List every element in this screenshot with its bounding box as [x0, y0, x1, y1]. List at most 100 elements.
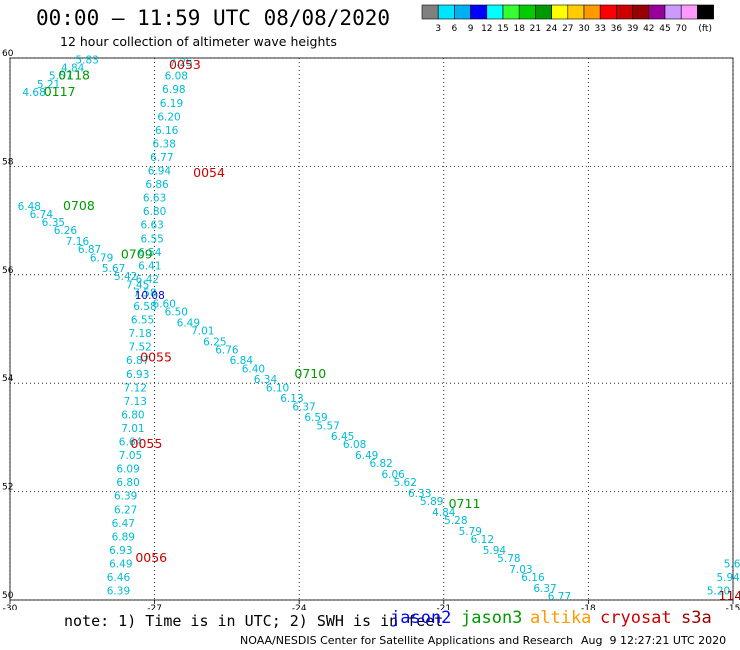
colorbar-label: 70	[675, 24, 687, 34]
legend-satellite-s3a: s3a	[681, 608, 712, 628]
swh-value: 4.68	[22, 87, 45, 99]
track-jason3-0117-0118: 4.685.215.574.845.83	[22, 54, 98, 99]
swh-value: 6.79	[90, 252, 113, 264]
swh-value: 6.60	[153, 298, 176, 310]
swh-value: 6.80	[116, 477, 139, 489]
colorbar-label: 30	[578, 24, 590, 34]
swh-value: 6.49	[355, 450, 378, 462]
x-tick-label: -24	[292, 604, 307, 610]
swh-value: 7.01	[191, 325, 214, 337]
swh-value: 5.94	[716, 572, 740, 584]
x-tick-label: -27	[147, 604, 162, 610]
colorbar-label: 15	[497, 24, 508, 34]
swh-value: 6.94	[148, 166, 172, 178]
swh-value: 6.26	[54, 225, 78, 237]
swh-value: 6.87	[126, 355, 149, 367]
swh-value: 6.77	[150, 152, 173, 164]
swh-value: 6.20	[157, 111, 180, 123]
colorbar-label: 33	[594, 24, 605, 34]
swh-value: 6.64	[119, 437, 143, 449]
colorbar-label: 39	[627, 24, 639, 34]
colorbar-label: 36	[611, 24, 623, 34]
swh-value: 6.27	[114, 504, 137, 516]
swh-value: 7.05	[119, 450, 142, 462]
legend-satellite-jason3: jason3	[461, 608, 523, 628]
pass-time-label: 0710	[294, 366, 326, 381]
swh-value: 6.37	[292, 401, 315, 413]
colorbar-label: 24	[546, 24, 558, 34]
swh-value: 6.38	[153, 138, 176, 150]
swh-value: 6.39	[107, 586, 130, 598]
y-tick-label: 52	[2, 483, 13, 493]
pass-time-label: 0054	[193, 165, 225, 180]
swh-value: 6.55	[131, 315, 154, 327]
map-axes: -30 -27 -24 -21 -18 -15 50 52 54 56 58 60	[2, 49, 740, 610]
y-tick-label: 60	[2, 49, 14, 59]
swh-value: 7.13	[124, 396, 147, 408]
colorbar-label: 45	[659, 24, 670, 34]
swh-value: 6.86	[145, 179, 169, 191]
pass-time-label: 0711	[449, 496, 481, 511]
swh-value: 5.28	[444, 515, 467, 527]
swh-value: 5.62	[394, 477, 417, 489]
pass-time-label: 0708	[63, 198, 95, 213]
swh-value: 6.42	[136, 274, 159, 286]
colorbar-label: 3	[435, 24, 441, 34]
swh-value: 5.83	[75, 54, 98, 66]
swh-value: 7.58	[133, 287, 156, 299]
colorbar-label: 18	[513, 24, 525, 34]
legend-satellite-jason2: jason2	[390, 608, 452, 628]
swh-value: 6.49	[177, 317, 200, 329]
swh-value: 5.57	[316, 420, 339, 432]
colorbar-label: 21	[530, 24, 541, 34]
swh-value: 6.93	[109, 545, 132, 557]
swh-value: 6.47	[112, 518, 135, 530]
swh-value: 6.13	[280, 393, 303, 405]
swh-value: 6.40	[242, 363, 265, 375]
pass-time-label: 0055	[140, 350, 172, 365]
swh-value: 6.19	[160, 98, 183, 110]
swh-value: 6.16	[155, 125, 179, 137]
y-tick-label: 56	[2, 266, 14, 276]
swh-value: 7.16	[66, 236, 90, 248]
swh-value: 6.84	[230, 355, 254, 367]
swh-value: 6.80	[143, 206, 166, 218]
swh-value: 6.58	[133, 301, 156, 313]
swh-value: 6.41	[138, 260, 161, 272]
x-tick-label: -21	[436, 604, 451, 610]
swh-value: 6.77	[548, 591, 571, 603]
swh-value: 6.80	[121, 409, 144, 421]
pass-time-label: 0118	[58, 68, 90, 83]
swh-value: 5.57	[49, 71, 72, 83]
swh-value: 6.74	[30, 209, 54, 221]
satellite-tracks: 7.256.086.986.196.206.166.386.776.946.86…	[18, 54, 740, 603]
swh-value: 6.10	[266, 382, 289, 394]
swh-value: 5.94	[483, 545, 507, 557]
swh-value: 5.20	[707, 586, 730, 598]
swh-value: 5.21	[37, 79, 60, 91]
swh-value: 5.68	[724, 558, 740, 570]
swh-value: 5.78	[497, 553, 520, 565]
swh-value: 6.16	[521, 572, 545, 584]
swh-value: 7.03	[509, 564, 532, 576]
swh-value: 6.46	[107, 572, 131, 584]
pass-time-label: 0117	[44, 84, 76, 99]
swh-value: 7.45	[126, 279, 149, 291]
colorbar-label: 12	[481, 24, 492, 34]
colorbar-label: (ft)	[698, 24, 712, 34]
track-cryosat-0053-0056: 7.25 6.086.98 6.196.20 6.166.38 6.77 6.946.86…	[107, 57, 193, 597]
swh-value: 6.63	[140, 220, 163, 232]
footer-credit: NOAA/NESDIS Center for Satellite Applica…	[240, 634, 574, 647]
swh-value: 6.48	[18, 201, 41, 213]
swh-value: 6.08	[343, 439, 366, 451]
swh-value: 7.01	[121, 423, 144, 435]
swh-value: 6.63	[143, 193, 166, 205]
swh-value: 6.49	[109, 558, 132, 570]
swh-value: 6.82	[369, 458, 392, 470]
pass-time-label: 0053	[169, 57, 201, 72]
swh-value: 6.09	[116, 464, 139, 476]
wave-height-colorbar: 3 6 9 12 15 18 21 24 27 30 33 36 39 42 45 70 (ft)	[421, 4, 714, 34]
y-tick-label: 54	[2, 374, 14, 384]
